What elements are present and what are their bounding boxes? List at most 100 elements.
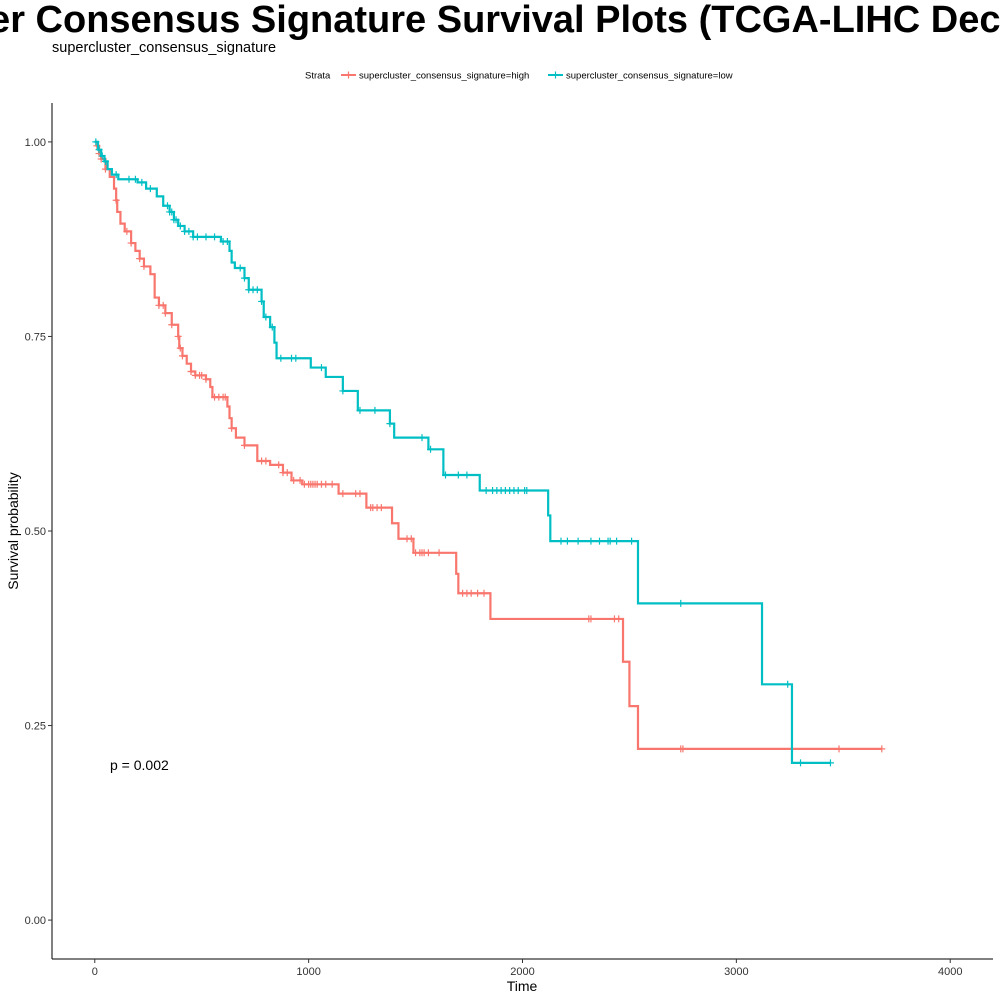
survival-curve xyxy=(94,140,831,764)
censor-mark xyxy=(174,332,182,340)
y-tick-label: 1.00 xyxy=(25,137,46,149)
censor-mark xyxy=(95,146,103,154)
censor-mark xyxy=(435,549,443,557)
x-axis: 0 1000 2000 3000 4000 xyxy=(52,958,993,978)
series-layer xyxy=(92,138,886,767)
survival-curve xyxy=(94,140,882,750)
censor-mark xyxy=(454,471,462,479)
censor-mark xyxy=(613,537,621,545)
x-tick-label: 1000 xyxy=(296,966,320,978)
censor-mark xyxy=(202,233,210,241)
censor-mark xyxy=(514,487,522,495)
censor-mark xyxy=(371,406,379,414)
censor-mark xyxy=(168,321,176,329)
censor-mark xyxy=(467,589,475,597)
censor-mark xyxy=(131,175,139,183)
y-axis-label: Survival probability xyxy=(5,472,21,590)
censor-mark xyxy=(138,178,146,186)
censor-mark xyxy=(275,461,283,469)
x-tick-label: 3000 xyxy=(724,966,748,978)
p-value-annotation: p = 0.002 xyxy=(110,757,169,773)
censor-mark xyxy=(474,589,482,597)
censor-mark xyxy=(418,434,426,442)
censor-mark xyxy=(221,393,229,401)
series-low xyxy=(92,138,834,767)
chart-title: Supercluster Consensus Signature Surviva… xyxy=(0,0,1000,41)
legend-entry-label: supercluster_consensus_signature=high xyxy=(359,71,529,82)
censor-mark xyxy=(211,233,219,241)
legend: Strata supercluster_consensus_signature=… xyxy=(305,71,733,82)
censor-mark xyxy=(127,239,135,247)
censor-mark xyxy=(163,202,171,210)
censor-mark xyxy=(161,309,169,317)
censor-mark xyxy=(356,406,364,414)
censor-mark xyxy=(377,504,385,512)
censor-mark xyxy=(98,152,106,160)
censor-mark xyxy=(557,537,565,545)
y-tick-label: 0.25 xyxy=(25,721,46,733)
censor-mark xyxy=(322,480,330,488)
x-axis-label: Time xyxy=(507,978,538,994)
chart-subtitle: supercluster_consensus_signature xyxy=(52,40,276,56)
censor-mark xyxy=(606,537,614,545)
censor-mark xyxy=(193,233,201,241)
censor-mark xyxy=(442,471,450,479)
y-tick-label: 0.00 xyxy=(25,915,46,927)
y-tick-label: 0.50 xyxy=(25,526,46,538)
censor-mark xyxy=(356,490,364,498)
censor-mark xyxy=(240,274,248,282)
x-tick-label: 0 xyxy=(92,966,98,978)
censor-mark xyxy=(587,537,595,545)
censor-mark xyxy=(168,208,176,216)
censor-mark xyxy=(317,364,325,372)
censor-mark xyxy=(262,457,270,465)
censor-mark xyxy=(159,301,167,309)
censor-mark xyxy=(101,157,109,165)
censor-mark xyxy=(784,680,792,688)
censor-mark xyxy=(112,196,120,204)
censor-mark xyxy=(563,537,571,545)
censor-mark xyxy=(176,344,184,352)
censor-mark xyxy=(427,445,435,453)
legend-title: Strata xyxy=(305,71,331,82)
censor-mark xyxy=(797,759,805,767)
censor-mark xyxy=(123,227,131,235)
legend-entry-label: supercluster_consensus_signature=low xyxy=(566,71,733,82)
censor-mark xyxy=(185,227,193,235)
censor-mark xyxy=(482,487,490,495)
censor-mark xyxy=(574,537,582,545)
censor-mark xyxy=(125,175,133,183)
x-tick-label: 2000 xyxy=(510,966,534,978)
censor-mark xyxy=(677,599,685,607)
censor-mark xyxy=(277,354,285,362)
censor-mark xyxy=(112,171,120,179)
censor-mark xyxy=(92,138,100,146)
censor-mark xyxy=(339,490,347,498)
censor-mark xyxy=(290,476,298,484)
censor-mark xyxy=(292,354,300,362)
censor-mark xyxy=(176,222,184,230)
censor-mark xyxy=(296,476,304,484)
censor-mark xyxy=(480,589,488,597)
censor-mark xyxy=(268,323,276,331)
x-tick-label: 4000 xyxy=(938,966,962,978)
censor-mark xyxy=(424,549,432,557)
censor-mark xyxy=(236,264,244,272)
censor-mark xyxy=(595,537,603,545)
censor-mark xyxy=(187,367,195,375)
censor-mark xyxy=(178,352,186,360)
y-tick-label: 0.75 xyxy=(25,331,46,343)
censor-mark xyxy=(223,238,231,246)
censor-mark xyxy=(826,759,834,767)
censor-mark xyxy=(146,185,154,193)
censor-mark xyxy=(628,537,636,545)
censor-mark xyxy=(835,745,843,753)
censor-mark xyxy=(198,371,206,379)
censor-mark xyxy=(523,487,531,495)
censor-mark xyxy=(253,286,261,294)
censor-mark xyxy=(283,469,291,477)
censor-mark xyxy=(136,255,144,263)
censor-mark xyxy=(202,375,210,383)
censor-mark xyxy=(679,745,687,753)
